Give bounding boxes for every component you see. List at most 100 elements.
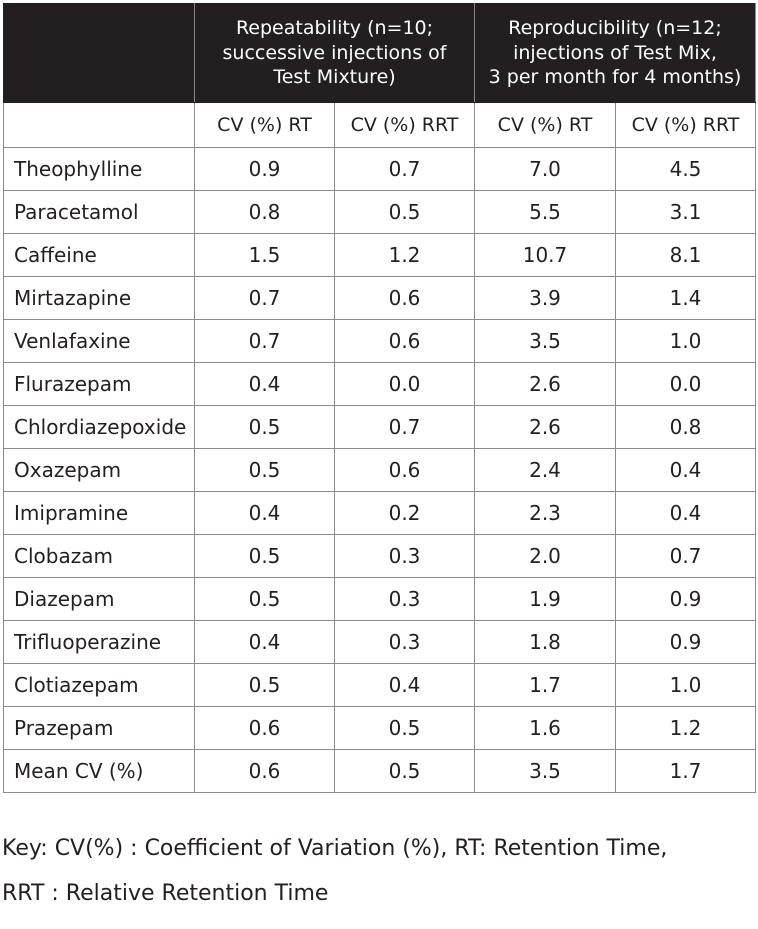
table-row: Prazepam 0.6 0.5 1.6 1.2 [3, 706, 756, 750]
compound-name-cell: Clotiazepam [3, 663, 195, 707]
reproducibility-header: Reproducibility (n=12; injections of Tes… [474, 3, 756, 103]
repro-rt-cell: 1.8 [474, 620, 616, 664]
repro-rrt-cell: 8.1 [615, 233, 756, 277]
repro-rt-cell: 1.9 [474, 577, 616, 621]
subheader-repeat-rt: CV (%) RT [194, 102, 335, 148]
compound-name-cell: Oxazepam [3, 448, 195, 492]
compound-name-cell: Diazepam [3, 577, 195, 621]
compound-name-cell: Mirtazapine [3, 276, 195, 320]
table-row: Clobazam 0.5 0.3 2.0 0.7 [3, 534, 756, 578]
repeat-rrt-cell: 0.7 [334, 147, 475, 191]
repeat-rt-cell: 0.9 [194, 147, 335, 191]
repeatability-header-line2: successive injections of [222, 41, 447, 64]
repro-rrt-cell: 1.0 [615, 319, 756, 363]
repro-rt-cell: 1.6 [474, 706, 616, 750]
repeat-rrt-cell: 0.5 [334, 190, 475, 234]
table-row: Venlafaxine 0.7 0.6 3.5 1.0 [3, 319, 756, 363]
table-row: Paracetamol 0.8 0.5 5.5 3.1 [3, 190, 756, 234]
compound-name-cell: Paracetamol [3, 190, 195, 234]
table-body: Theophylline 0.9 0.7 7.0 4.5 Paracetamol 0.8 0.… [3, 147, 756, 793]
repeat-rrt-cell: 0.5 [334, 749, 475, 793]
table-row: Chlordiazepoxide 0.5 0.7 2.6 0.8 [3, 405, 756, 449]
subheader-blank [3, 102, 195, 148]
repeat-rrt-cell: 0.7 [334, 405, 475, 449]
table-row: Diazepam 0.5 0.3 1.9 0.9 [3, 577, 756, 621]
table-row: Theophylline 0.9 0.7 7.0 4.5 [3, 147, 756, 191]
compound-name-cell: Imipramine [3, 491, 195, 535]
repeat-rrt-cell: 0.6 [334, 276, 475, 320]
repeat-rrt-cell: 0.0 [334, 362, 475, 406]
repeat-rt-cell: 0.5 [194, 405, 335, 449]
repro-rrt-cell: 0.4 [615, 491, 756, 535]
key-note: Key: CV(%) : Coefficient of Variation (%… [2, 826, 752, 916]
repeat-rt-cell: 0.4 [194, 620, 335, 664]
repeat-rrt-cell: 0.4 [334, 663, 475, 707]
compound-name-cell: Chlordiazepoxide [3, 405, 195, 449]
repeat-rt-cell: 0.8 [194, 190, 335, 234]
repeatability-header-line3: Test Mixture) [273, 66, 396, 89]
repro-rt-cell: 3.9 [474, 276, 616, 320]
repeat-rt-cell: 0.4 [194, 362, 335, 406]
repro-rt-cell: 1.7 [474, 663, 616, 707]
reproducibility-header-line3: 3 per month for 4 months) [488, 66, 742, 89]
compound-name-cell: Clobazam [3, 534, 195, 578]
subheader-repro-rt: CV (%) RT [474, 102, 616, 148]
repeat-rt-cell: 0.5 [194, 663, 335, 707]
table-row: Trifluoperazine 0.4 0.3 1.8 0.9 [3, 620, 756, 664]
repeat-rrt-cell: 0.3 [334, 577, 475, 621]
table-row: Clotiazepam 0.5 0.4 1.7 1.0 [3, 663, 756, 707]
repeat-rrt-cell: 0.3 [334, 620, 475, 664]
repeat-rrt-cell: 0.2 [334, 491, 475, 535]
repeat-rt-cell: 0.6 [194, 749, 335, 793]
repro-rrt-cell: 0.7 [615, 534, 756, 578]
repro-rt-cell: 2.3 [474, 491, 616, 535]
group-header-row: Repeatability (n=10; successive injectio… [3, 3, 756, 103]
repeatability-header: Repeatability (n=10; successive injectio… [194, 3, 475, 103]
repro-rrt-cell: 0.4 [615, 448, 756, 492]
repro-rt-cell: 10.7 [474, 233, 616, 277]
repro-rt-cell: 2.6 [474, 362, 616, 406]
repeat-rt-cell: 1.5 [194, 233, 335, 277]
subheader-repro-rrt: CV (%) RRT [615, 102, 756, 148]
repeat-rt-cell: 0.4 [194, 491, 335, 535]
repro-rt-cell: 3.5 [474, 319, 616, 363]
repro-rt-cell: 7.0 [474, 147, 616, 191]
repro-rt-cell: 2.4 [474, 448, 616, 492]
repeat-rrt-cell: 0.6 [334, 448, 475, 492]
repro-rrt-cell: 1.7 [615, 749, 756, 793]
repro-rrt-cell: 4.5 [615, 147, 756, 191]
corner-cell [3, 3, 195, 103]
repro-rrt-cell: 0.8 [615, 405, 756, 449]
sub-header-row: CV (%) RT CV (%) RRT CV (%) RT CV (%) RR… [3, 102, 756, 148]
reproducibility-header-line1: Reproducibility (n=12; [508, 16, 722, 39]
repro-rt-cell: 2.0 [474, 534, 616, 578]
compound-name-cell: Trifluoperazine [3, 620, 195, 664]
repro-rrt-cell: 1.4 [615, 276, 756, 320]
repro-rt-cell: 5.5 [474, 190, 616, 234]
repeat-rrt-cell: 0.5 [334, 706, 475, 750]
compound-name-cell: Theophylline [3, 147, 195, 191]
compound-name-cell: Venlafaxine [3, 319, 195, 363]
repeat-rt-cell: 0.7 [194, 276, 335, 320]
compound-name-cell: Prazepam [3, 706, 195, 750]
key-line-2: RRT : Relative Retention Time [2, 881, 329, 906]
key-line-1: Key: CV(%) : Coefficient of Variation (%… [2, 836, 668, 861]
table-row: Caffeine 1.5 1.2 10.7 8.1 [3, 233, 756, 277]
repro-rrt-cell: 1.2 [615, 706, 756, 750]
reproducibility-header-line2: injections of Test Mix, [513, 41, 717, 64]
compound-name-cell: Caffeine [3, 233, 195, 277]
repro-rrt-cell: 0.9 [615, 577, 756, 621]
repeat-rt-cell: 0.5 [194, 534, 335, 578]
compound-name-cell: Flurazepam [3, 362, 195, 406]
table-row: Flurazepam 0.4 0.0 2.6 0.0 [3, 362, 756, 406]
table-row: Mean CV (%) 0.6 0.5 3.5 1.7 [3, 749, 756, 793]
repeat-rt-cell: 0.5 [194, 448, 335, 492]
table-row: Imipramine 0.4 0.2 2.3 0.4 [3, 491, 756, 535]
repeat-rt-cell: 0.7 [194, 319, 335, 363]
repeat-rrt-cell: 0.6 [334, 319, 475, 363]
repro-rrt-cell: 0.9 [615, 620, 756, 664]
repeat-rrt-cell: 1.2 [334, 233, 475, 277]
repro-rrt-cell: 3.1 [615, 190, 756, 234]
repro-rrt-cell: 1.0 [615, 663, 756, 707]
repro-rt-cell: 2.6 [474, 405, 616, 449]
